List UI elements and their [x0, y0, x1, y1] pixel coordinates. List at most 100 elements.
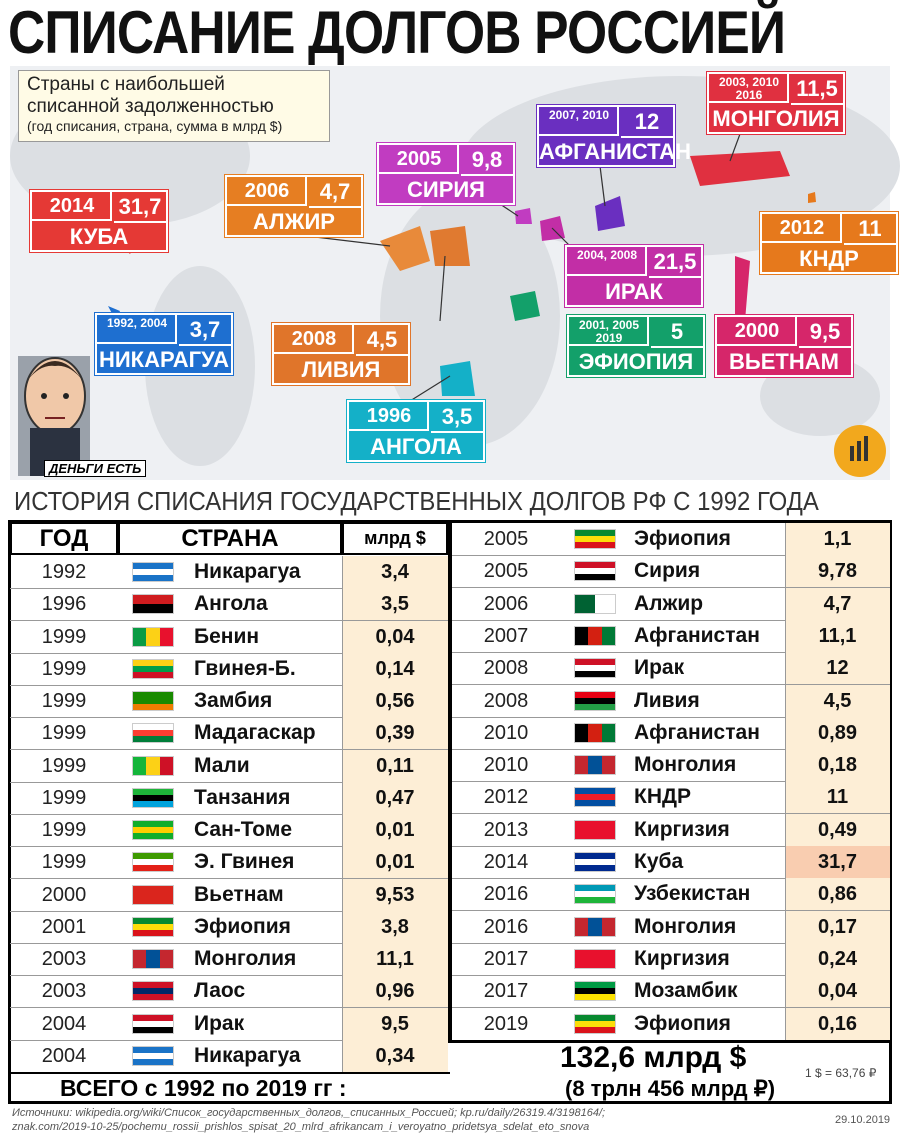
exchange-rate: 1 $ = 63,76 ₽	[805, 1066, 877, 1080]
row-sep	[785, 942, 786, 975]
row-sep	[785, 684, 786, 717]
flag-stripe	[133, 659, 173, 666]
country-shape	[380, 226, 430, 271]
flag	[132, 981, 174, 1002]
flag-stripe	[575, 917, 589, 936]
row-sep	[785, 555, 786, 588]
row-sep	[785, 619, 786, 652]
flag-stripe	[133, 950, 147, 968]
row-line	[10, 910, 448, 912]
total-divider	[10, 1072, 450, 1074]
amount: 0,89	[818, 721, 857, 744]
flag-stripe	[146, 627, 160, 646]
year: 1999	[41, 625, 87, 648]
amount-cell	[786, 942, 890, 975]
flag-stripe	[575, 820, 615, 839]
amount-cell	[343, 652, 448, 685]
flag-stripe	[133, 730, 173, 737]
flag-stripe	[133, 575, 173, 581]
amount-cell	[343, 685, 448, 717]
flag-stripe	[133, 865, 173, 872]
flag-stripe	[575, 691, 615, 698]
amount: 0,04	[375, 625, 415, 648]
label-country: КНДР	[799, 246, 859, 271]
legend-line: списанной задолженностью	[27, 96, 274, 117]
flag-stripe	[133, 1046, 173, 1053]
row-line	[10, 717, 448, 718]
flag-stripe	[575, 994, 615, 1001]
amount: 0,14	[375, 657, 415, 680]
year: 2016	[483, 883, 529, 906]
year: 1999	[41, 690, 87, 712]
flag-stripe	[575, 1026, 615, 1033]
row-line	[10, 1007, 448, 1009]
row-line	[452, 878, 890, 879]
label-country: ЛИВИЯ	[301, 357, 381, 382]
country: Афганистан	[634, 720, 760, 744]
flag-stripe	[146, 756, 160, 775]
label-years-text: 2001, 2005 2019	[578, 318, 640, 345]
country-shape	[515, 208, 532, 224]
amount: 0,11	[376, 754, 414, 777]
amount: 0,04	[818, 980, 857, 1003]
row-line	[10, 813, 448, 815]
amount: 0,01	[375, 819, 415, 841]
label-amount: 11	[844, 214, 896, 245]
country-label: 2004, 2008 21,5 ИРАК	[565, 245, 703, 307]
total-label: ВСЕГО с 1992 по 2019 гг :	[60, 1075, 347, 1101]
flag-stripe	[575, 891, 615, 898]
flag	[574, 819, 616, 840]
year: 2014	[483, 851, 529, 873]
flag-stripe	[575, 562, 615, 569]
flag-stripe	[601, 917, 615, 936]
flag-stripe	[133, 885, 173, 904]
amount: 3,8	[381, 915, 409, 938]
country: Монголия	[634, 753, 737, 777]
amount-cell	[343, 781, 448, 814]
flag-stripe	[133, 994, 173, 1001]
row-sep	[785, 716, 786, 749]
row-line	[452, 748, 890, 750]
label-amount: 4,7	[309, 177, 361, 208]
row-line	[10, 781, 448, 783]
country: Ангола	[194, 592, 268, 616]
year: 1999	[41, 819, 87, 841]
country-label: 2001, 2005 2019 5 ЭФИОПИЯ	[567, 315, 705, 377]
amount: 9,78	[818, 560, 857, 583]
country: Алжир	[634, 591, 704, 615]
row-line	[452, 651, 890, 653]
flag	[574, 981, 616, 1002]
amount-cell	[786, 587, 890, 620]
year: 2004	[41, 1012, 87, 1035]
flag	[574, 529, 616, 549]
year: 2019	[483, 1012, 529, 1035]
flag	[132, 626, 174, 647]
flag-stripe	[133, 833, 173, 839]
flag-stripe	[133, 736, 173, 743]
amount: 0,01	[375, 851, 415, 874]
flag-stripe	[159, 627, 173, 646]
flag-stripe	[575, 885, 615, 892]
header-cell	[118, 522, 342, 555]
label-amount: 9,8	[461, 145, 513, 176]
row-line	[452, 555, 890, 556]
amount: 9,53	[375, 883, 415, 906]
label-years-text: 2008	[291, 328, 337, 350]
legend-line: Страны с наибольшей	[27, 74, 225, 95]
row-line	[10, 878, 448, 880]
year: 2010	[483, 721, 529, 744]
portrait-caption: ДЕНЬГИ ЕСТЬ	[44, 460, 147, 477]
flag	[574, 884, 616, 905]
amount-cell	[343, 749, 448, 782]
flag-stripe	[133, 827, 173, 833]
row-sep	[342, 878, 343, 911]
country: Афганистан	[634, 623, 760, 647]
amount: 0,39	[375, 722, 415, 745]
label-amount: 3,7	[179, 315, 231, 346]
header-cell	[342, 522, 448, 555]
flag-stripe	[133, 595, 173, 605]
row-line	[10, 588, 448, 589]
amount-cell	[786, 652, 890, 685]
header-text: СТРАНА	[181, 525, 279, 552]
